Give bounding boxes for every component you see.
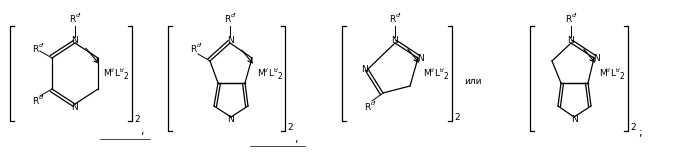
Text: b': b' — [109, 67, 114, 72]
Text: b': b' — [615, 67, 620, 72]
Text: L: L — [114, 68, 119, 77]
Text: M: M — [257, 68, 264, 77]
Text: ,: , — [141, 126, 143, 136]
Text: или: или — [464, 76, 482, 85]
Text: L: L — [610, 68, 615, 77]
Text: b': b' — [429, 67, 434, 72]
Text: 2: 2 — [287, 123, 292, 133]
Text: N: N — [72, 35, 79, 44]
Text: R: R — [190, 44, 196, 53]
Text: b': b' — [273, 67, 278, 72]
Text: L: L — [268, 68, 273, 77]
Text: d': d' — [396, 13, 402, 18]
Text: N: N — [72, 103, 79, 112]
Text: M: M — [423, 68, 431, 77]
Text: N: N — [392, 35, 398, 44]
Text: R: R — [565, 14, 571, 24]
Text: d': d' — [231, 13, 237, 18]
Text: R: R — [69, 14, 75, 24]
Text: d': d' — [39, 95, 45, 100]
Text: N: N — [418, 53, 425, 62]
Text: N: N — [228, 115, 235, 124]
Text: d': d' — [76, 13, 81, 18]
Text: d': d' — [39, 43, 45, 48]
Text: N: N — [568, 35, 574, 44]
Text: R: R — [364, 103, 370, 112]
Text: 2: 2 — [620, 71, 625, 80]
Text: M: M — [599, 68, 607, 77]
Text: d': d' — [572, 13, 578, 18]
Text: b': b' — [605, 67, 610, 72]
Text: 2: 2 — [630, 123, 635, 133]
Text: d': d' — [371, 101, 377, 106]
Text: ;: ; — [638, 128, 642, 138]
Text: N: N — [227, 35, 233, 44]
Text: N: N — [362, 65, 368, 74]
Text: R: R — [32, 44, 38, 53]
Text: b': b' — [439, 67, 444, 72]
Text: M: M — [103, 68, 111, 77]
Text: 2: 2 — [444, 71, 449, 80]
Text: d': d' — [197, 43, 203, 48]
Text: N: N — [594, 53, 601, 62]
Text: R: R — [32, 96, 38, 105]
Text: 2: 2 — [454, 114, 459, 123]
Text: N: N — [571, 115, 578, 124]
Text: b': b' — [119, 67, 124, 72]
Text: b': b' — [263, 67, 268, 72]
Text: R: R — [389, 14, 395, 24]
Text: R: R — [224, 14, 230, 24]
Text: 2: 2 — [134, 114, 140, 123]
Text: 2: 2 — [278, 71, 283, 80]
Text: ,: , — [294, 134, 298, 144]
Text: 2: 2 — [124, 71, 129, 80]
Text: L: L — [434, 68, 439, 77]
